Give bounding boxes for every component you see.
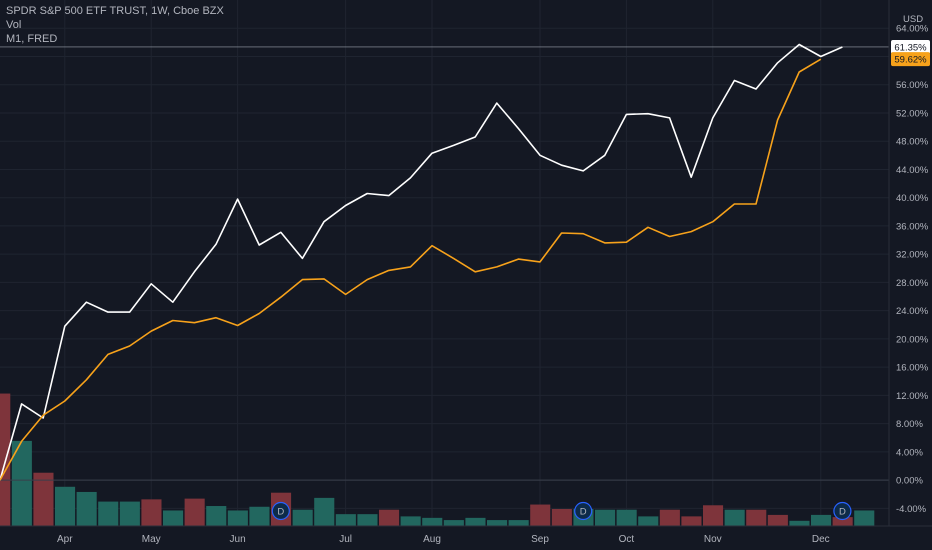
volume-bar — [76, 491, 97, 526]
volume-bar — [422, 517, 443, 526]
x-tick-label: Sep — [531, 534, 549, 545]
dividend-marker[interactable]: D — [574, 501, 593, 521]
series-line — [0, 58, 822, 481]
volume-bar — [659, 509, 680, 526]
y-tick-label: 28.00% — [896, 278, 929, 289]
x-tick-label: Jun — [230, 534, 246, 545]
y-tick-label: 40.00% — [896, 193, 929, 204]
dividend-marker-label: D — [580, 507, 587, 518]
volume-bar — [357, 514, 378, 526]
volume-bar — [55, 486, 76, 526]
volume-bar — [249, 506, 270, 526]
volume-bar — [227, 510, 248, 526]
y-tick-label: 16.00% — [896, 363, 929, 374]
legend-volume[interactable]: Vol — [6, 19, 22, 31]
y-tick-label: 4.00% — [896, 447, 923, 458]
price-tag-label: 59.62% — [894, 55, 927, 66]
price-tags: 61.35% 59.62% — [891, 39, 930, 67]
y-tick-label: 24.00% — [896, 306, 929, 317]
chart-legend: SPDR S&P 500 ETF TRUST, 1W, Cboe BZX Vol… — [6, 4, 224, 46]
volume-bar — [508, 520, 529, 526]
volume-bar — [292, 509, 313, 526]
y-tick-label: 36.00% — [896, 221, 929, 232]
volume-bar — [119, 501, 140, 526]
legend-m1-fred[interactable]: M1, FRED — [6, 33, 58, 45]
volume-bar — [595, 509, 616, 526]
price-tag-label: 61.35% — [894, 42, 927, 53]
volume-bar — [681, 516, 702, 526]
volume-bar — [638, 516, 659, 526]
y-tick-label: 48.00% — [896, 137, 929, 148]
volume-bar — [400, 516, 421, 526]
volume-bar — [206, 506, 227, 526]
volume-bar — [789, 520, 810, 526]
series-line — [0, 43, 843, 481]
volume-bar — [746, 509, 767, 526]
x-tick-label: Nov — [704, 534, 722, 545]
currency-label[interactable]: USD — [903, 14, 923, 25]
volume-bar — [184, 498, 205, 526]
volume-bar — [443, 520, 464, 526]
x-tick-label: Apr — [57, 534, 73, 545]
volume-bar — [616, 509, 637, 526]
volume-bar — [141, 499, 162, 526]
x-tick-label: Jul — [339, 534, 352, 545]
dividend-marker-label: D — [839, 507, 846, 518]
volume-bar — [98, 501, 119, 526]
volume-bar — [33, 472, 54, 526]
y-tick-label: 44.00% — [896, 165, 929, 176]
volume-bar — [767, 514, 788, 526]
grid-lines — [0, 0, 889, 526]
y-tick-label: 52.00% — [896, 108, 929, 119]
volume-bar — [465, 517, 486, 526]
volume-bar — [11, 440, 32, 526]
y-tick-label: 64.00% — [896, 24, 929, 35]
volume-bar — [314, 497, 335, 526]
y-tick-label: 32.00% — [896, 250, 929, 261]
x-tick-label: Dec — [812, 534, 830, 545]
legend-symbol-title[interactable]: SPDR S&P 500 ETF TRUST, 1W, Cboe BZX — [6, 5, 224, 17]
y-tick-label: 12.00% — [896, 391, 929, 402]
x-tick-label: Oct — [619, 534, 635, 545]
series-lines — [0, 43, 843, 481]
volume-bar — [811, 514, 832, 526]
y-tick-label: -4.00% — [896, 504, 927, 515]
y-tick-label: 0.00% — [896, 476, 923, 487]
x-tick-label: Aug — [423, 534, 441, 545]
y-tick-label: 8.00% — [896, 419, 923, 430]
price-tag: 59.62% — [891, 52, 930, 67]
y-tick-label: 56.00% — [896, 80, 929, 91]
dividend-marker-label: D — [277, 507, 284, 518]
volume-bar — [530, 504, 551, 526]
volume-bar — [487, 520, 508, 526]
dividend-marker[interactable]: D — [271, 501, 290, 521]
volume-bar — [551, 508, 572, 526]
y-tick-label: 20.00% — [896, 334, 929, 345]
volume-bar — [335, 514, 356, 526]
x-tick-label: May — [142, 534, 161, 545]
volume-bar — [832, 517, 853, 526]
volume-bar — [163, 510, 184, 526]
volume-bar — [724, 509, 745, 526]
volume-bar — [379, 509, 400, 526]
price-tag: 61.35% — [891, 39, 930, 54]
dividend-marker[interactable]: D — [833, 501, 852, 521]
volume-bar — [703, 505, 724, 526]
time-axis[interactable]: Apr May Jun Jul Aug Sep Oct Nov Dec — [57, 534, 830, 545]
volume-bar — [854, 510, 875, 526]
